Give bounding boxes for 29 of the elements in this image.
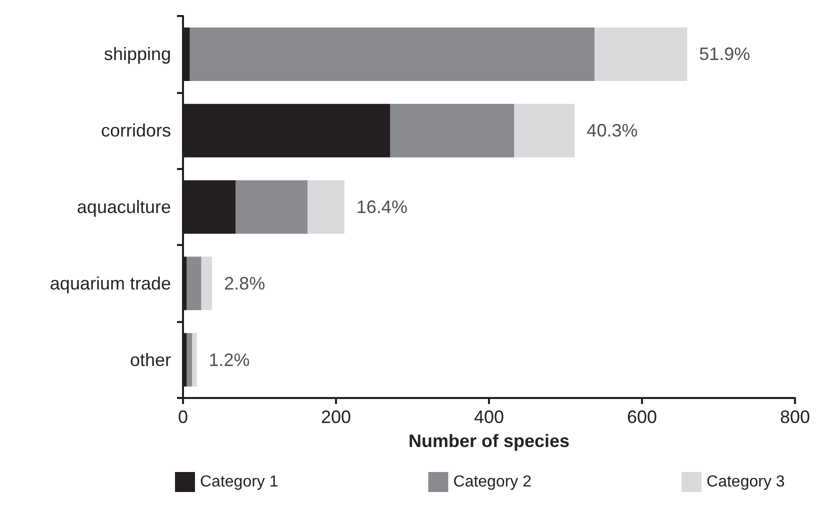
bar xyxy=(390,104,514,158)
x-axis-title: Number of species xyxy=(408,431,570,451)
legend-label: Category 3 xyxy=(706,474,785,490)
bar xyxy=(186,333,192,387)
bar xyxy=(190,27,595,81)
annotation: 16.4% xyxy=(356,197,408,217)
x-tick-label: 0 xyxy=(178,407,188,427)
legend-label: Category 2 xyxy=(453,474,532,490)
bar xyxy=(192,333,197,387)
x-tick-label: 600 xyxy=(626,407,658,427)
bar xyxy=(594,27,688,81)
x-tick-label: 800 xyxy=(780,407,810,427)
y-tick-label: other xyxy=(130,350,171,370)
legend-label: Category 1 xyxy=(200,474,278,490)
annotation: 1.2% xyxy=(208,350,250,370)
y-tick-label: aquarium trade xyxy=(50,273,171,294)
annotation: 40.3% xyxy=(586,120,638,141)
bar xyxy=(186,256,202,310)
bar xyxy=(201,256,212,310)
bar xyxy=(514,104,575,158)
x-tick-label: 400 xyxy=(474,407,504,427)
annotation: 2.8% xyxy=(224,273,266,294)
annotation: 51.9% xyxy=(699,44,750,64)
x-tick-label: 200 xyxy=(320,407,352,427)
y-tick-label: shipping xyxy=(104,44,171,64)
y-tick-label: corridors xyxy=(100,120,171,141)
bar xyxy=(236,180,308,234)
y-tick-label: aquaculture xyxy=(76,197,171,217)
bar xyxy=(308,180,344,234)
